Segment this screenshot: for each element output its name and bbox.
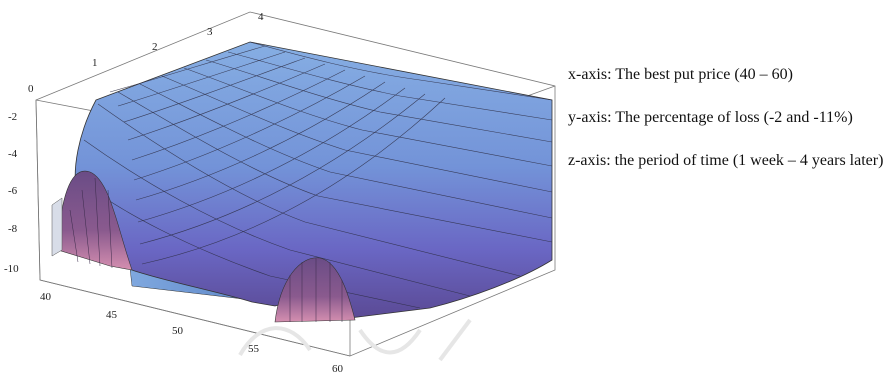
z-axis-caption: z-axis: the period of time (1 week – 4 y… xyxy=(568,152,884,169)
y-axis-caption: y-axis: The percentage of loss (-2 and -… xyxy=(568,109,853,126)
x-tick: 55 xyxy=(248,343,260,355)
x-tick: 40 xyxy=(40,291,52,303)
axis-captions: x-axis: The best put price (40 – 60) y-a… xyxy=(568,64,888,193)
hump-mesh xyxy=(69,177,343,322)
z-tick: 0 xyxy=(28,83,34,95)
z-axis-ticks: 0 1 2 3 4 xyxy=(28,11,264,95)
z-tick: 4 xyxy=(258,11,264,23)
y-tick: -2 xyxy=(8,111,17,123)
y-tick: -10 xyxy=(4,263,19,275)
z-tick: 2 xyxy=(152,41,158,53)
y-tick: -8 xyxy=(8,223,18,235)
y-tick: -6 xyxy=(8,185,18,197)
x-tick: 50 xyxy=(172,325,184,337)
surface-plot: 40 45 50 55 60 -2 -4 -6 -8 -10 0 1 2 3 4 xyxy=(4,11,556,375)
z-tick: 1 xyxy=(92,57,98,69)
y-tick: -4 xyxy=(8,148,18,160)
z-tick: 3 xyxy=(207,26,213,38)
left-wall-sliver xyxy=(51,197,63,257)
surface-mesh xyxy=(79,41,553,309)
surface-hump-right xyxy=(274,257,356,323)
y-axis-ticks: -2 -4 -6 -8 -10 xyxy=(4,111,19,275)
x-axis-caption: x-axis: The best put price (40 – 60) xyxy=(568,66,793,83)
x-tick: 45 xyxy=(106,309,118,321)
surface-hump-left xyxy=(57,170,133,271)
x-tick: 60 xyxy=(332,363,344,375)
